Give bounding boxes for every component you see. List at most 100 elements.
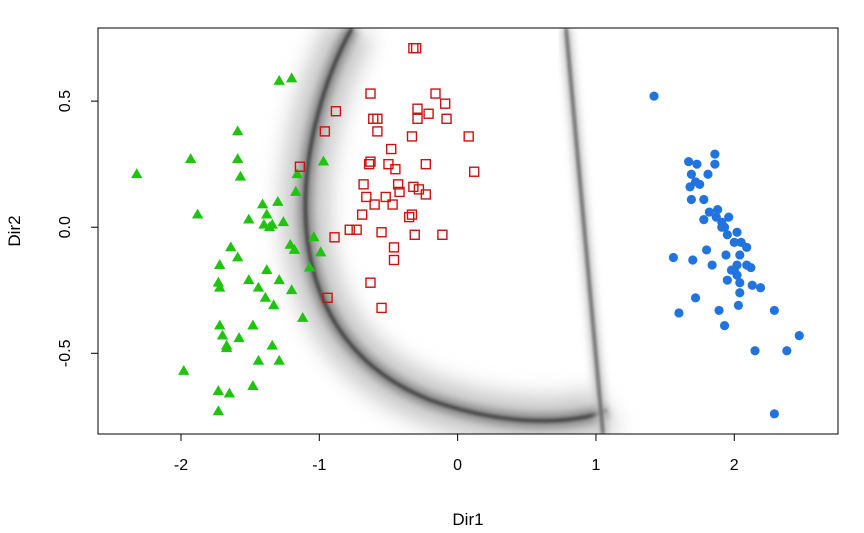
data-point-square xyxy=(319,126,331,137)
data-point-triangle xyxy=(277,216,290,227)
data-point-square xyxy=(469,166,480,177)
data-point-circle xyxy=(707,260,717,270)
data-point-triangle xyxy=(273,354,285,365)
data-point-circle xyxy=(782,346,792,356)
data-point-circle xyxy=(742,242,752,252)
data-point-triangle xyxy=(223,387,236,398)
data-point-triangle xyxy=(252,281,265,292)
data-point-square xyxy=(376,302,387,314)
data-point-triangle xyxy=(178,364,190,375)
data-point-square xyxy=(394,186,405,198)
data-point-triangle xyxy=(243,274,255,285)
data-point-triangle xyxy=(266,339,278,350)
data-point-circle xyxy=(692,159,702,169)
data-point-triangle xyxy=(212,405,225,416)
data-point-circle xyxy=(701,245,712,255)
data-point-triangle xyxy=(214,281,226,292)
data-point-square xyxy=(408,181,419,193)
data-point-square xyxy=(365,277,376,288)
data-point-triangle xyxy=(303,261,316,272)
data-point-circle xyxy=(717,222,727,232)
data-point-square xyxy=(361,191,372,203)
data-point-square xyxy=(412,113,423,124)
y-axis-title: Dir2 xyxy=(5,215,24,246)
data-point-triangle xyxy=(247,380,259,390)
data-point-square xyxy=(420,189,432,200)
data-point-triangle xyxy=(308,231,320,242)
data-point-square xyxy=(437,229,448,240)
data-point-square xyxy=(294,161,306,172)
data-point-circle xyxy=(769,409,779,419)
data-point-square xyxy=(406,209,418,220)
data-point-triangle xyxy=(285,284,298,295)
data-point-triangle xyxy=(131,168,143,179)
data-point-triangle xyxy=(267,299,280,310)
x-axis-title: Dir1 xyxy=(452,510,483,529)
data-point-triangle xyxy=(261,208,273,219)
data-point-circle xyxy=(747,280,757,290)
data-point-triangle xyxy=(225,241,237,252)
data-point-square xyxy=(420,158,432,170)
data-point-square xyxy=(390,164,401,175)
data-point-triangle xyxy=(232,251,244,262)
data-point-triangle xyxy=(212,385,225,396)
data-point-circle xyxy=(704,207,714,217)
data-point-circle xyxy=(746,262,756,273)
data-point-circle xyxy=(710,159,720,169)
data-point-square xyxy=(369,199,380,210)
data-point-square xyxy=(404,211,415,223)
data-point-square xyxy=(365,88,376,99)
x-tick-label: 2 xyxy=(730,457,739,474)
data-point-square xyxy=(406,131,418,142)
data-point-triangle xyxy=(256,198,269,209)
data-point-square xyxy=(430,88,441,99)
data-point-circle xyxy=(794,331,804,341)
data-point-square xyxy=(351,224,362,235)
data-point-circle xyxy=(722,275,732,285)
data-point-triangle xyxy=(191,208,204,219)
data-point-square xyxy=(372,126,383,137)
curved-boundary-band xyxy=(281,28,619,434)
data-point-circle xyxy=(686,169,696,179)
data-point-circle xyxy=(735,288,745,298)
data-point-triangle xyxy=(272,196,284,206)
data-point-triangle xyxy=(297,312,309,322)
data-point-circle xyxy=(732,227,742,237)
series-filled-triangle xyxy=(131,72,330,416)
data-point-triangle xyxy=(259,291,272,302)
data-point-circle xyxy=(690,293,701,303)
data-point-circle xyxy=(699,194,709,205)
data-point-triangle xyxy=(220,342,233,353)
data-point-triangle xyxy=(214,259,226,269)
data-point-square xyxy=(410,42,422,54)
data-point-circle xyxy=(668,252,679,263)
data-point-circle xyxy=(699,215,709,225)
data-point-square xyxy=(376,227,387,238)
data-point-triangle xyxy=(273,74,285,85)
data-point-triangle xyxy=(243,213,255,224)
data-point-circle xyxy=(722,230,732,240)
data-point-circle xyxy=(714,305,724,316)
data-point-triangle xyxy=(184,153,197,164)
data-point-triangle xyxy=(234,170,247,181)
data-point-square xyxy=(392,179,404,190)
x-tick-label: 0 xyxy=(453,457,462,474)
data-point-circle xyxy=(695,179,705,189)
data-point-square xyxy=(363,158,375,170)
data-point-square xyxy=(330,106,342,117)
y-axis: -0.5 0.0 0.5 xyxy=(57,90,99,367)
data-point-circle xyxy=(713,204,723,215)
data-point-circle xyxy=(674,308,684,318)
data-point-triangle xyxy=(233,332,245,343)
data-point-circle xyxy=(729,237,739,247)
data-point-triangle xyxy=(214,319,226,330)
data-point-circle xyxy=(724,212,734,222)
data-point-square xyxy=(409,229,420,240)
data-point-square xyxy=(386,143,397,155)
x-tick-label: -2 xyxy=(174,457,188,474)
data-point-triangle xyxy=(288,243,301,254)
data-point-triangle xyxy=(266,218,278,229)
data-point-triangle xyxy=(291,168,303,179)
data-point-triangle xyxy=(232,125,244,136)
